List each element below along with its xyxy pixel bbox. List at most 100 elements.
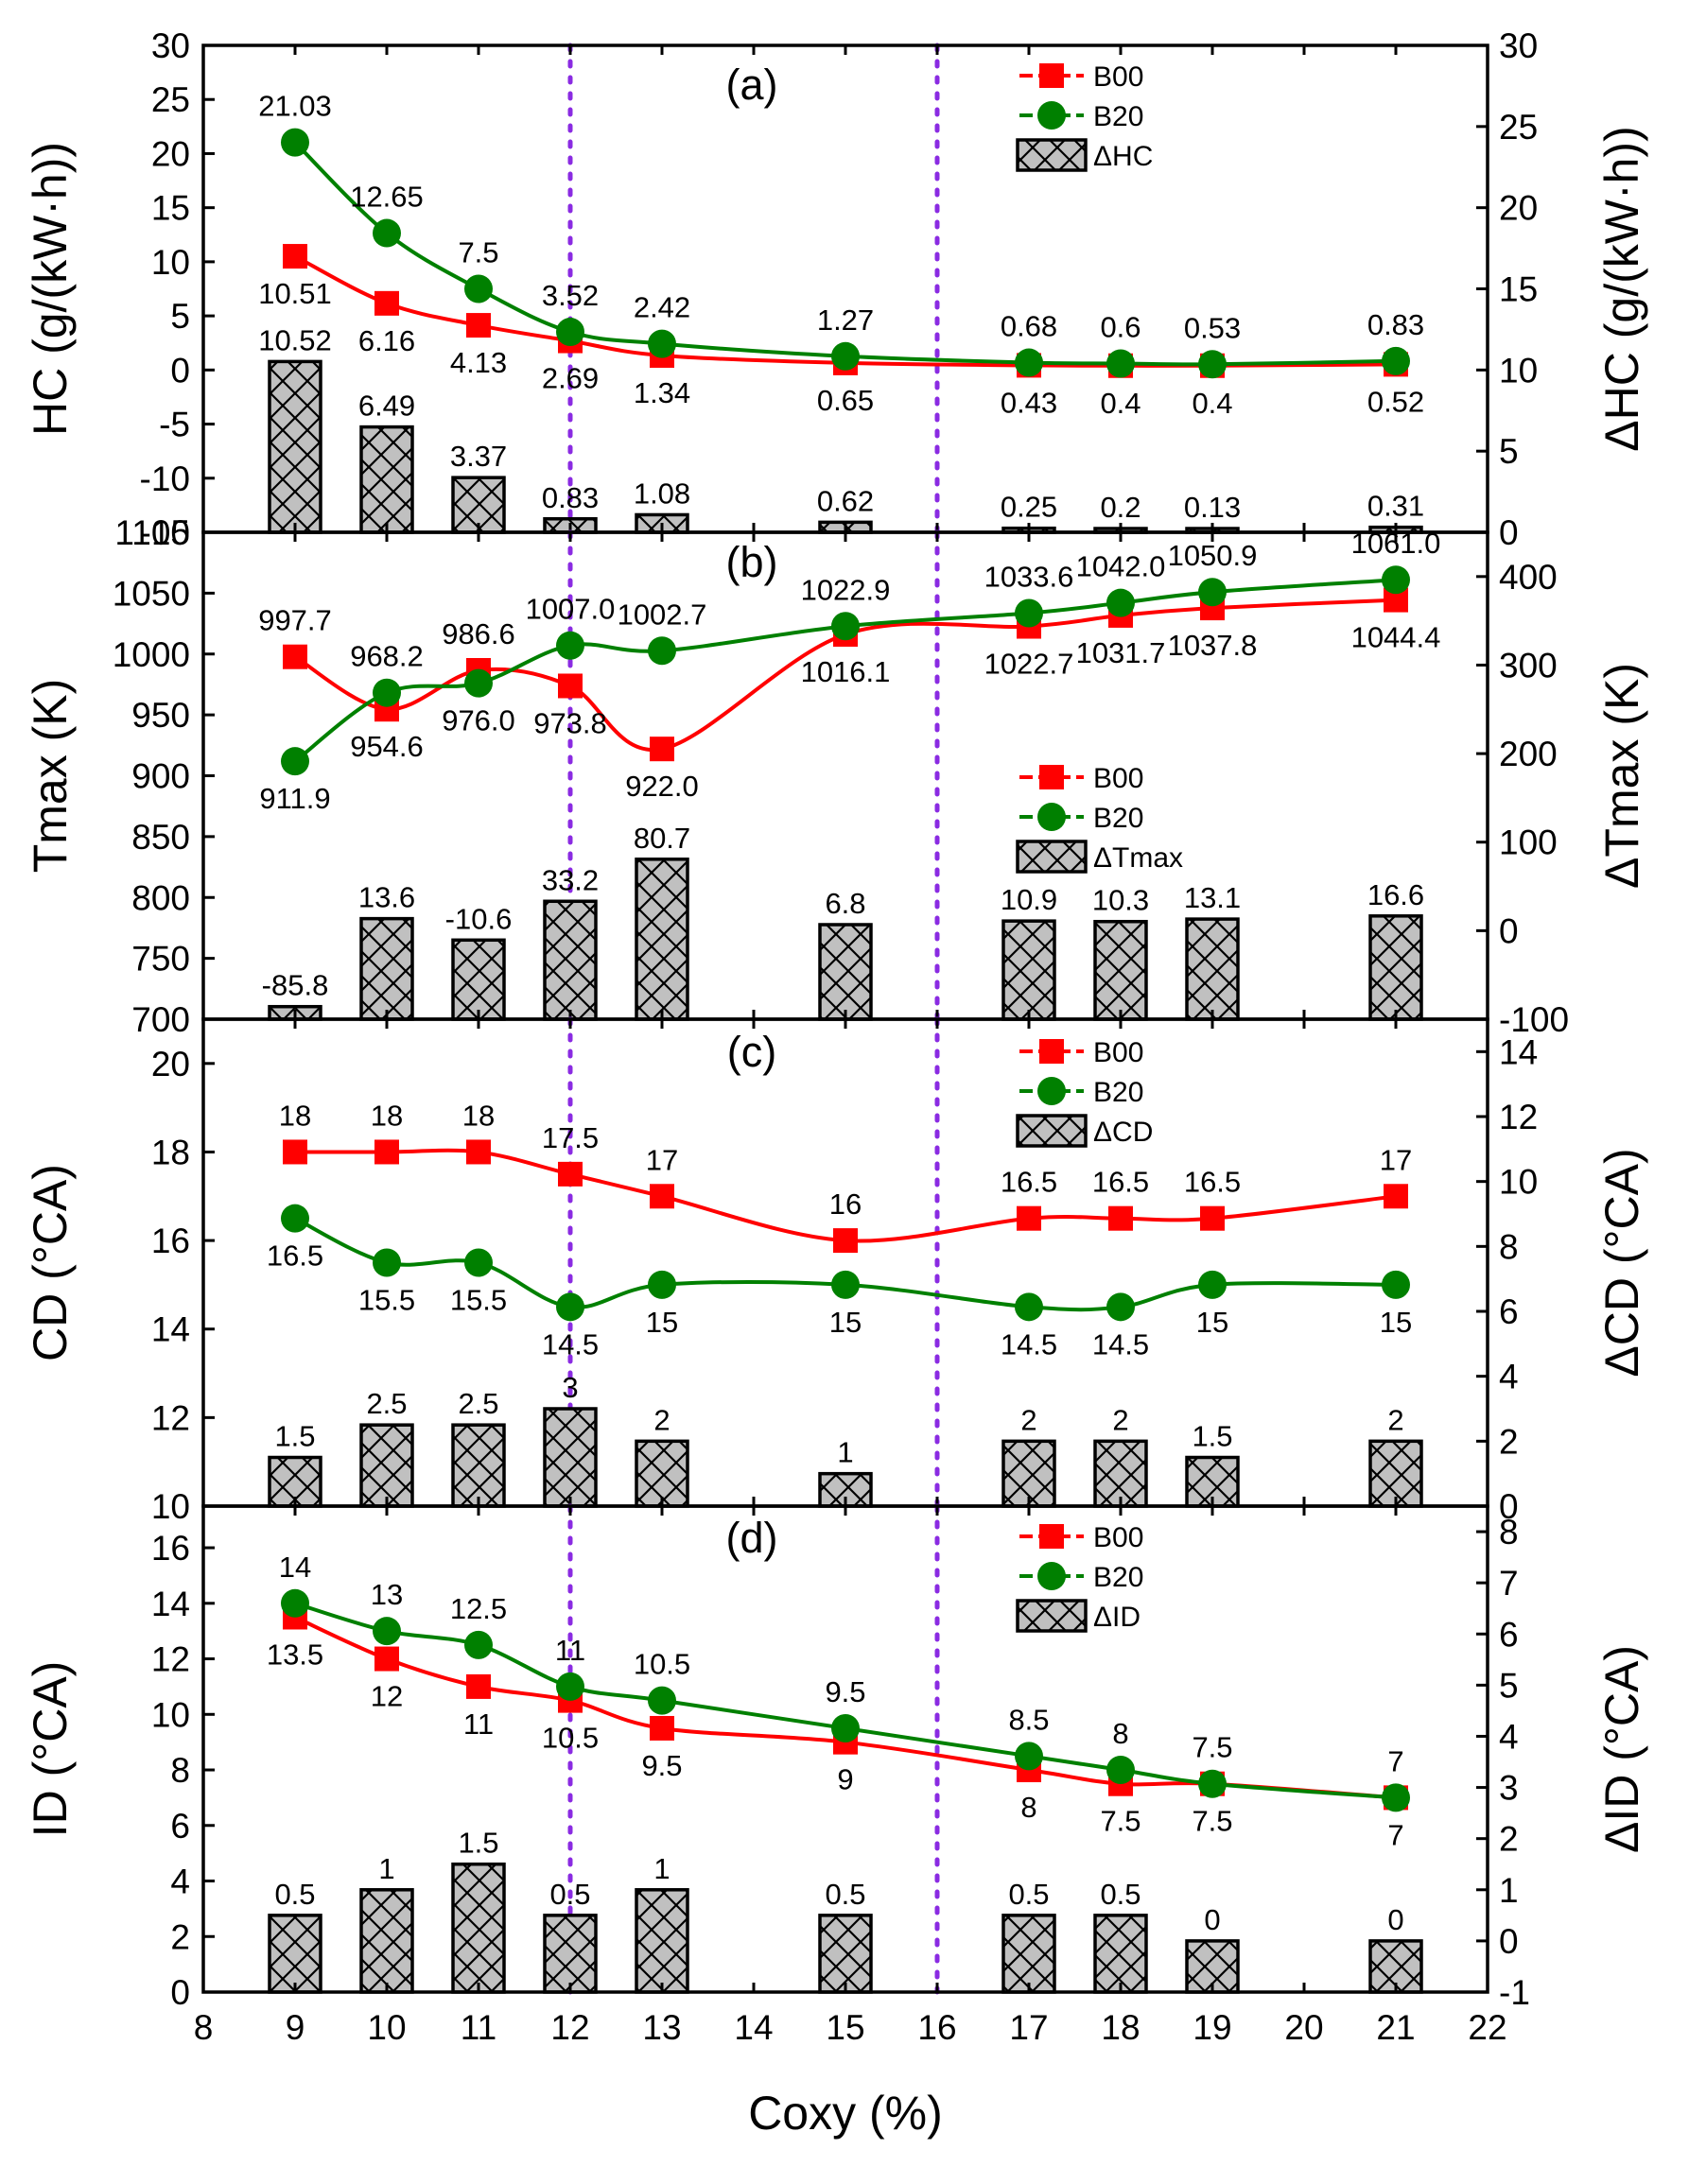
x-tick-label: 22 bbox=[1468, 2008, 1506, 2047]
bar-ΔCD bbox=[543, 1407, 598, 1508]
y2-tick-label: 400 bbox=[1499, 558, 1558, 597]
marker-B00 bbox=[1384, 1184, 1408, 1209]
point-label-B20: 0.6 bbox=[1100, 310, 1141, 343]
y2-tick-label: 0 bbox=[1499, 1487, 1519, 1526]
point-label-B00: 973.8 bbox=[533, 706, 607, 739]
marker-B20 bbox=[1106, 588, 1135, 617]
bar-label: 1 bbox=[837, 1436, 853, 1469]
y-tick-label: 30 bbox=[151, 26, 190, 65]
marker-B00 bbox=[650, 737, 674, 762]
x-tick-label: 12 bbox=[550, 2008, 589, 2047]
y2-axis-label: ΔCD (°CA) bbox=[1595, 1148, 1648, 1377]
marker-B20 bbox=[831, 1713, 860, 1742]
legend-label-bar: ΔHC bbox=[1093, 141, 1153, 172]
marker-B00 bbox=[833, 1228, 858, 1254]
marker-B20 bbox=[1382, 1270, 1410, 1299]
marker-B20 bbox=[1015, 348, 1043, 377]
point-label-B20: 14 bbox=[279, 1551, 311, 1584]
point-label-B20: 976.0 bbox=[442, 704, 515, 737]
y-tick-label: 0 bbox=[170, 1973, 190, 2012]
y2-tick-label: -100 bbox=[1499, 1000, 1569, 1039]
x-tick-label: 15 bbox=[826, 2008, 864, 2047]
bar-label: 13.1 bbox=[1184, 881, 1241, 914]
y-tick-label: 1100 bbox=[114, 513, 190, 552]
marker-B00 bbox=[466, 1673, 491, 1699]
marker-B20 bbox=[1015, 1742, 1043, 1771]
point-label-B00: 7 bbox=[1387, 1818, 1403, 1851]
y2-tick-label: 5 bbox=[1499, 432, 1519, 471]
y-tick-label: 0 bbox=[170, 351, 190, 390]
point-label-B20: 7.5 bbox=[1192, 1731, 1232, 1764]
y2-tick-label: 20 bbox=[1499, 189, 1538, 228]
bar-label: 10.3 bbox=[1092, 884, 1149, 917]
point-label-B20: 15 bbox=[1196, 1306, 1228, 1339]
line-B00 bbox=[293, 598, 1397, 753]
point-label-B00: 1016.1 bbox=[801, 655, 891, 688]
legend-marker-B00 bbox=[1039, 63, 1064, 88]
point-label-B00: 16 bbox=[829, 1187, 862, 1221]
bar-label: 0 bbox=[1387, 1903, 1403, 1936]
marker-B20 bbox=[1198, 1270, 1227, 1299]
y2-tick-label: 0 bbox=[1499, 911, 1519, 950]
bar-label: 2 bbox=[653, 1403, 670, 1436]
x-tick-label: 14 bbox=[734, 2008, 773, 2047]
y2-tick-label: 300 bbox=[1499, 646, 1558, 685]
panel-a: 10.52 6.49 3.37 0.83 1.08 0.62 0.25 0.2 0.13 0.31… bbox=[24, 26, 1648, 552]
legend-marker-B20 bbox=[1037, 101, 1066, 130]
x-tick-label: 19 bbox=[1193, 2008, 1231, 2047]
point-label-B00: 1022.7 bbox=[984, 648, 1074, 681]
bar-ΔTmax bbox=[635, 858, 689, 1021]
line-B20 bbox=[294, 1216, 1397, 1312]
legend-label-B00: B00 bbox=[1093, 1522, 1143, 1553]
y-tick-label: -15 bbox=[140, 513, 190, 552]
marker-B20 bbox=[1198, 578, 1227, 607]
bar-label: 80.7 bbox=[634, 822, 690, 855]
marker-B20 bbox=[1198, 1769, 1227, 1798]
y2-tick-label: 4 bbox=[1499, 1358, 1519, 1396]
legend-marker-B20 bbox=[1037, 1562, 1066, 1590]
bar-ΔCD bbox=[635, 1439, 689, 1508]
marker-B20 bbox=[1198, 350, 1227, 379]
y2-tick-label: 2 bbox=[1499, 1820, 1519, 1859]
y-tick-label: 6 bbox=[170, 1807, 190, 1846]
marker-B00 bbox=[650, 1715, 674, 1741]
point-label-B00: 6.16 bbox=[358, 324, 415, 357]
marker-B00 bbox=[558, 1161, 583, 1187]
bar-label: 1.5 bbox=[458, 1827, 498, 1860]
marker-B00 bbox=[374, 1646, 399, 1672]
legend-label-bar: ΔTmax bbox=[1093, 842, 1183, 874]
point-label-B00: 7.5 bbox=[1192, 1805, 1232, 1838]
line-B20 bbox=[293, 141, 1397, 367]
bar-label: -85.8 bbox=[262, 969, 329, 1002]
y-tick-label: -5 bbox=[159, 406, 190, 444]
point-label-B20: 0.53 bbox=[1184, 311, 1241, 344]
y-tick-label: 8 bbox=[170, 1751, 190, 1790]
y-tick-label: 800 bbox=[131, 878, 190, 917]
point-label-B20: 1022.9 bbox=[801, 573, 891, 606]
y2-tick-label: 8 bbox=[1499, 1513, 1519, 1551]
y-axis-label: Tmax (K) bbox=[24, 679, 77, 874]
bar-label: 0.13 bbox=[1184, 491, 1241, 524]
bar-label: 2 bbox=[1112, 1403, 1128, 1436]
y-tick-label: 20 bbox=[151, 1045, 190, 1083]
point-label-B00: 17.5 bbox=[542, 1121, 599, 1154]
y2-tick-label: 8 bbox=[1499, 1227, 1519, 1266]
y2-axis-label: ΔTmax (K) bbox=[1595, 663, 1648, 889]
point-label-B00: 997.7 bbox=[258, 604, 332, 637]
marker-B00 bbox=[283, 244, 307, 269]
marker-B20 bbox=[556, 1292, 584, 1322]
point-label-B00: 13.5 bbox=[267, 1638, 323, 1671]
point-label-B00: 7.5 bbox=[1100, 1805, 1141, 1838]
point-label-B00: 986.6 bbox=[442, 617, 515, 650]
point-label-B00: 16.5 bbox=[1001, 1166, 1057, 1199]
legend-label-B20: B20 bbox=[1093, 101, 1143, 132]
y-tick-label: -10 bbox=[140, 459, 190, 498]
y-tick-label: 1050 bbox=[113, 574, 190, 613]
marker-B20 bbox=[373, 678, 401, 707]
point-label-B00: 4.13 bbox=[450, 346, 507, 379]
point-label-B20: 15 bbox=[1380, 1306, 1412, 1339]
legend-marker-bar bbox=[1016, 138, 1088, 172]
y-axis-label: CD (°CA) bbox=[24, 1164, 77, 1361]
